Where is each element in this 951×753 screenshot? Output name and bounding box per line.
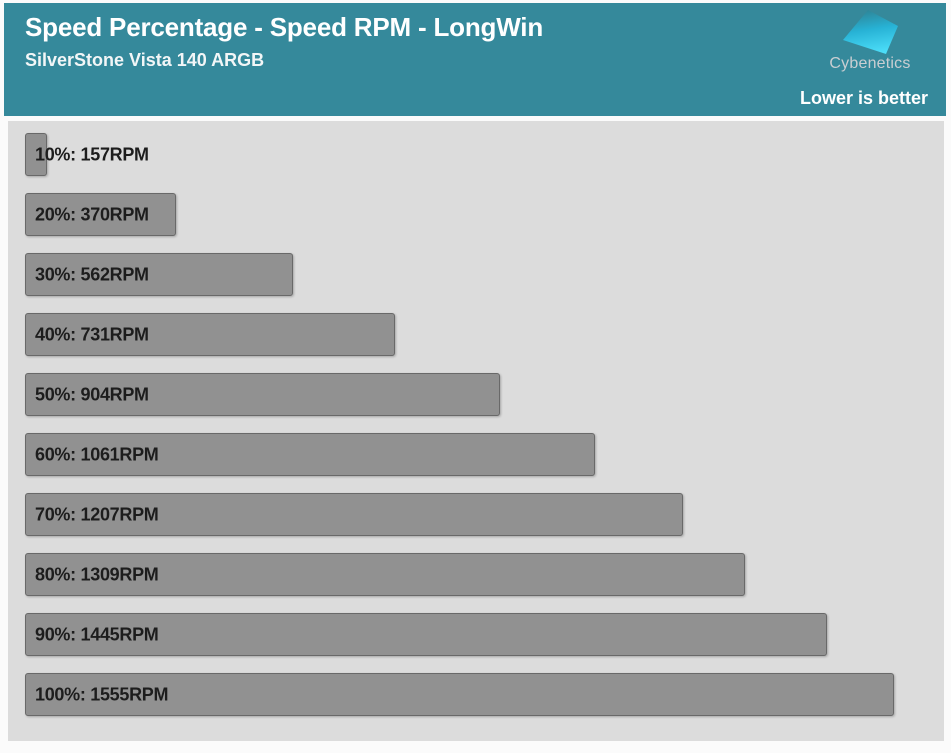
bar-row: 40%: 731RPM bbox=[25, 313, 944, 356]
bar-label: 80%: 1309RPM bbox=[35, 564, 159, 584]
bar-label: 90%: 1445RPM bbox=[35, 624, 159, 644]
bar-label: 50%: 904RPM bbox=[35, 384, 149, 404]
brand-block: Cybenetics bbox=[814, 7, 926, 73]
bar-chart-area: 10%: 157RPM 20%: 370RPM 30%: 562RPM 40%: 73… bbox=[8, 121, 944, 741]
bar-row: 10%: 157RPM bbox=[25, 133, 944, 176]
bar-row: 60%: 1061RPM bbox=[25, 433, 944, 476]
cybenetics-logo-icon bbox=[843, 10, 898, 54]
bar-70% bbox=[25, 493, 683, 536]
bar-100% bbox=[25, 673, 894, 716]
chart-title: Speed Percentage - Speed RPM - LongWin bbox=[25, 12, 544, 42]
bar-row: 90%: 1445RPM bbox=[25, 613, 944, 656]
bar-80% bbox=[25, 553, 745, 596]
bar-30% bbox=[25, 253, 293, 296]
bar-label: 70%: 1207RPM bbox=[35, 504, 159, 524]
bar-row: 30%: 562RPM bbox=[25, 253, 944, 296]
bar-label: 30%: 562RPM bbox=[35, 264, 149, 284]
bar-row: 50%: 904RPM bbox=[25, 373, 944, 416]
chart-subtitle: SilverStone Vista 140 ARGB bbox=[25, 50, 265, 70]
bar-label: 40%: 731RPM bbox=[35, 324, 149, 344]
bar-label: 100%: 1555RPM bbox=[35, 684, 169, 704]
bar-row: 20%: 370RPM bbox=[25, 193, 944, 236]
bar-label: 60%: 1061RPM bbox=[35, 444, 159, 464]
bar-50% bbox=[25, 373, 500, 416]
lower-is-better-note: Lower is better bbox=[799, 88, 928, 108]
bar-60% bbox=[25, 433, 595, 476]
bar-row: 70%: 1207RPM bbox=[25, 493, 944, 536]
bar-40% bbox=[25, 313, 395, 356]
bar-label: 10%: 157RPM bbox=[35, 144, 149, 164]
chart-header: Speed Percentage - Speed RPM - LongWin S… bbox=[4, 3, 946, 116]
bar-20% bbox=[25, 193, 176, 236]
brand-name: Cybenetics bbox=[829, 55, 911, 72]
bar-label: 20%: 370RPM bbox=[35, 204, 149, 224]
bar-row: 100%: 1555RPM bbox=[25, 673, 944, 716]
bar-row: 80%: 1309RPM bbox=[25, 553, 944, 596]
bar-10% bbox=[25, 133, 47, 176]
bar-90% bbox=[25, 613, 827, 656]
